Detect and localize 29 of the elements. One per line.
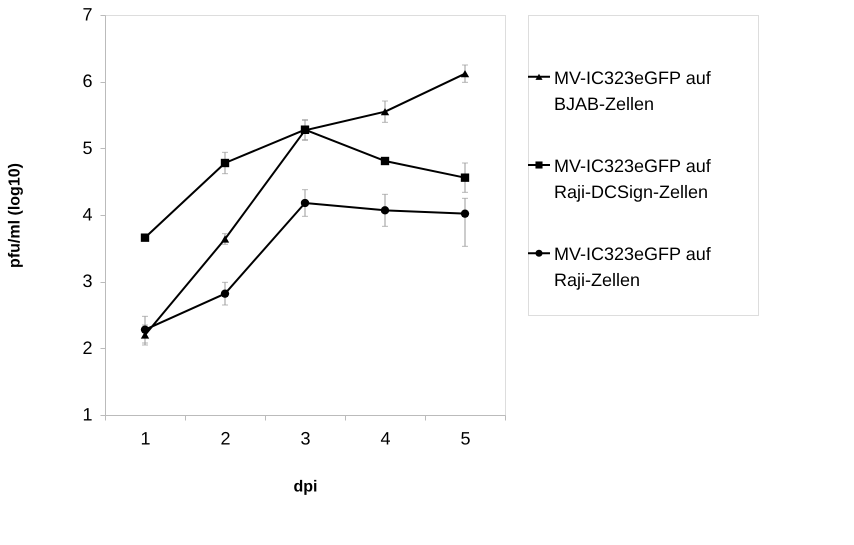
point — [380, 156, 390, 166]
y-tick-label: 4 — [82, 204, 92, 224]
y-tick-label: 2 — [82, 338, 92, 358]
y-tick-label: 1 — [82, 404, 92, 424]
point — [220, 158, 230, 168]
point — [140, 325, 150, 334]
y-tick-label: 7 — [82, 4, 92, 24]
legend-label: MV-IC323eGFP auf Raji-DCSign-Zellen — [554, 156, 712, 202]
point — [460, 209, 470, 218]
x-tick-label: 3 — [300, 428, 311, 448]
y-tick-label: 6 — [82, 71, 92, 92]
x-tick-label: 4 — [380, 428, 391, 448]
x-tick-label: 1 — [140, 428, 151, 448]
y-axis-title: pfu/ml (log10) — [6, 163, 24, 268]
point — [220, 289, 230, 298]
legend-label: MV-IC323eGFP auf Raji-Zellen — [554, 244, 712, 290]
point — [380, 108, 390, 116]
legend-label: MV-IC323eGFP auf BJAB-Zellen — [554, 68, 712, 114]
point — [220, 235, 230, 243]
x-tick-label: 5 — [460, 428, 471, 448]
point — [300, 198, 310, 208]
y-tick-label: 3 — [82, 271, 92, 292]
point — [460, 70, 470, 78]
x-axis-title: dpi — [294, 478, 318, 496]
x-tick-label: 2 — [220, 428, 231, 448]
point — [380, 206, 390, 215]
y-tick-label: 5 — [82, 138, 92, 158]
point — [460, 173, 470, 182]
point — [140, 233, 150, 242]
